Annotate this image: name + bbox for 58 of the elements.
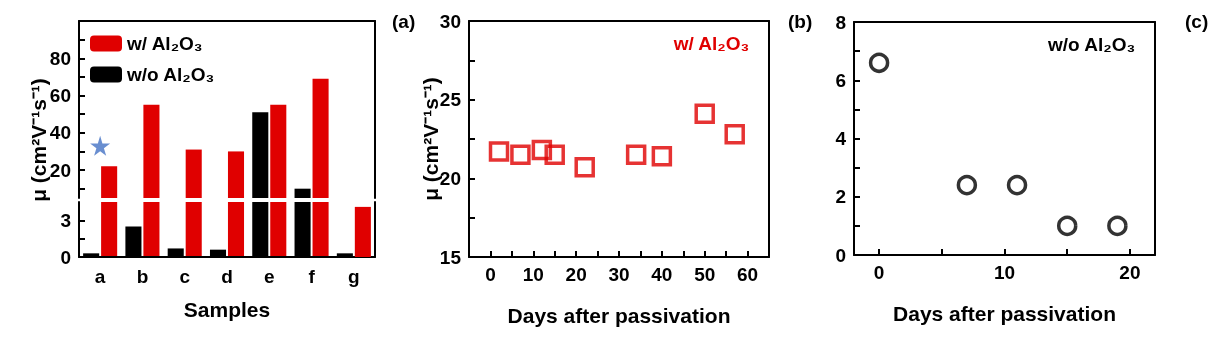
y-tick-label: 4 (835, 128, 847, 149)
x-tick-label: 10 (993, 262, 1016, 283)
x-tick-label: 0 (485, 264, 496, 285)
x-tick-label: a (94, 266, 106, 287)
point (625, 144, 647, 165)
x-tick-label: 60 (737, 264, 759, 285)
text: (a) (392, 11, 416, 32)
point (510, 144, 531, 165)
point (694, 103, 715, 125)
x-axis-title: Days after passivation (507, 304, 731, 327)
point (651, 146, 673, 167)
y-tick-label: 8 (835, 11, 846, 33)
y-tick-label: 40 (49, 122, 71, 144)
point (488, 141, 510, 162)
bar (354, 206, 371, 257)
legend-label: w/o Al₂O₃ (126, 64, 215, 85)
x-tick-label: 40 (651, 264, 673, 285)
point (1056, 215, 1078, 237)
text: (b) (788, 11, 813, 32)
y-tick-label: 30 (439, 10, 461, 32)
text: w/ Al₂O₃ (672, 33, 750, 54)
y-tick-label: 2 (835, 186, 846, 208)
x-tick-label: 20 (565, 264, 587, 285)
legend-label: w/ Al₂O₃ (126, 33, 203, 54)
x-tick-label: d (221, 266, 233, 287)
x-tick-label: 20 (1119, 262, 1141, 283)
x-tick-label: g (348, 266, 360, 287)
x-tick-label: 30 (608, 264, 630, 285)
x-axis-title: Days after passivation (893, 302, 1116, 325)
y-tick-label: 80 (49, 47, 71, 69)
x-axis-title: Samples (183, 298, 271, 321)
x-tick-label: 10 (522, 264, 544, 285)
point (1006, 174, 1028, 196)
point (531, 139, 553, 161)
point (1107, 215, 1128, 237)
point (868, 52, 890, 74)
y-tick-label: 3 (60, 209, 71, 231)
y-tick-label: 20 (49, 159, 71, 181)
y-tick-label: 60 (49, 85, 71, 107)
point (544, 144, 565, 165)
text: w/o Al₂O₃ (1047, 34, 1136, 55)
x-tick-label: c (179, 266, 191, 287)
y-tick-label: 25 (439, 89, 462, 111)
x-tick-label: 0 (873, 262, 885, 283)
point (956, 174, 978, 196)
x-tick-label: 50 (694, 264, 716, 285)
y-tick-label: 0 (835, 244, 846, 266)
x-tick-label: b (136, 266, 149, 287)
y-tick-label: 0 (60, 246, 71, 268)
text: (c) (1185, 11, 1209, 32)
x-tick-label: e (264, 266, 275, 287)
x-tick-label: f (308, 266, 316, 287)
point (574, 157, 595, 178)
y-axis-title: μ (cm²V⁻¹s⁻¹) (26, 78, 50, 202)
y-tick-label: 20 (439, 167, 461, 189)
point (724, 124, 745, 145)
y-tick-label: 15 (439, 246, 462, 268)
y-tick-label: 6 (835, 69, 846, 91)
